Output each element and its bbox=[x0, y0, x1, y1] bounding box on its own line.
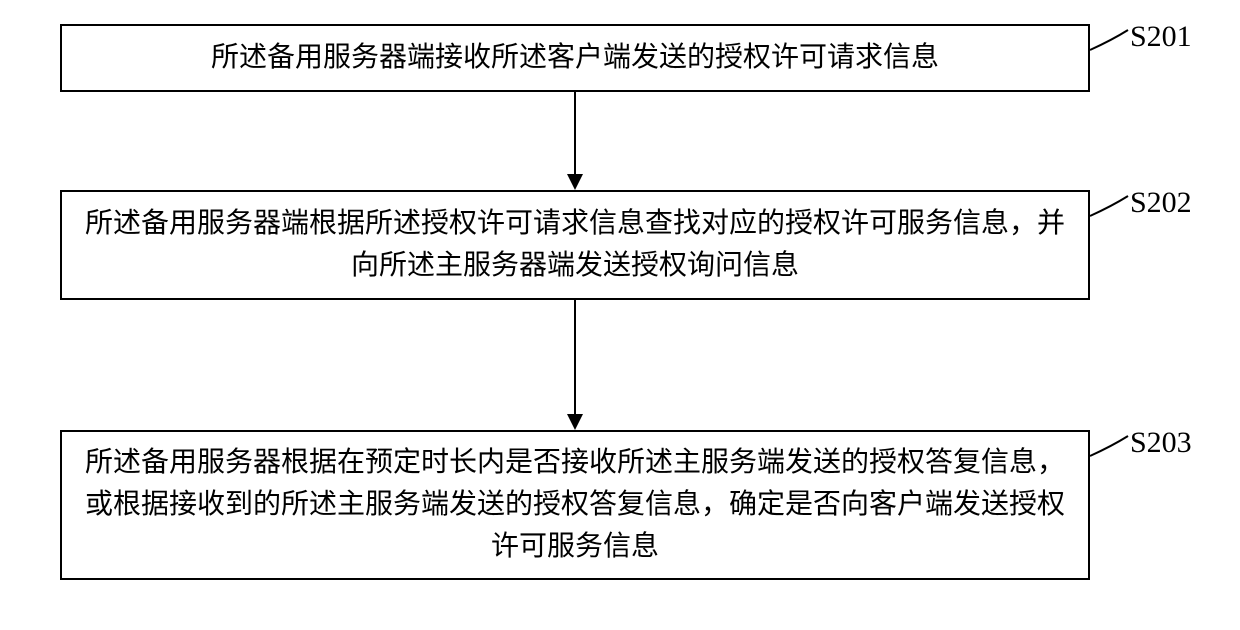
step-label-s203: S203 bbox=[1130, 426, 1192, 460]
label-connector-s203 bbox=[0, 0, 1240, 630]
flowchart-canvas: 所述备用服务器端接收所述客户端发送的授权许可请求信息 S201 所述备用服务器端… bbox=[0, 0, 1240, 630]
label-text: S203 bbox=[1130, 426, 1192, 459]
